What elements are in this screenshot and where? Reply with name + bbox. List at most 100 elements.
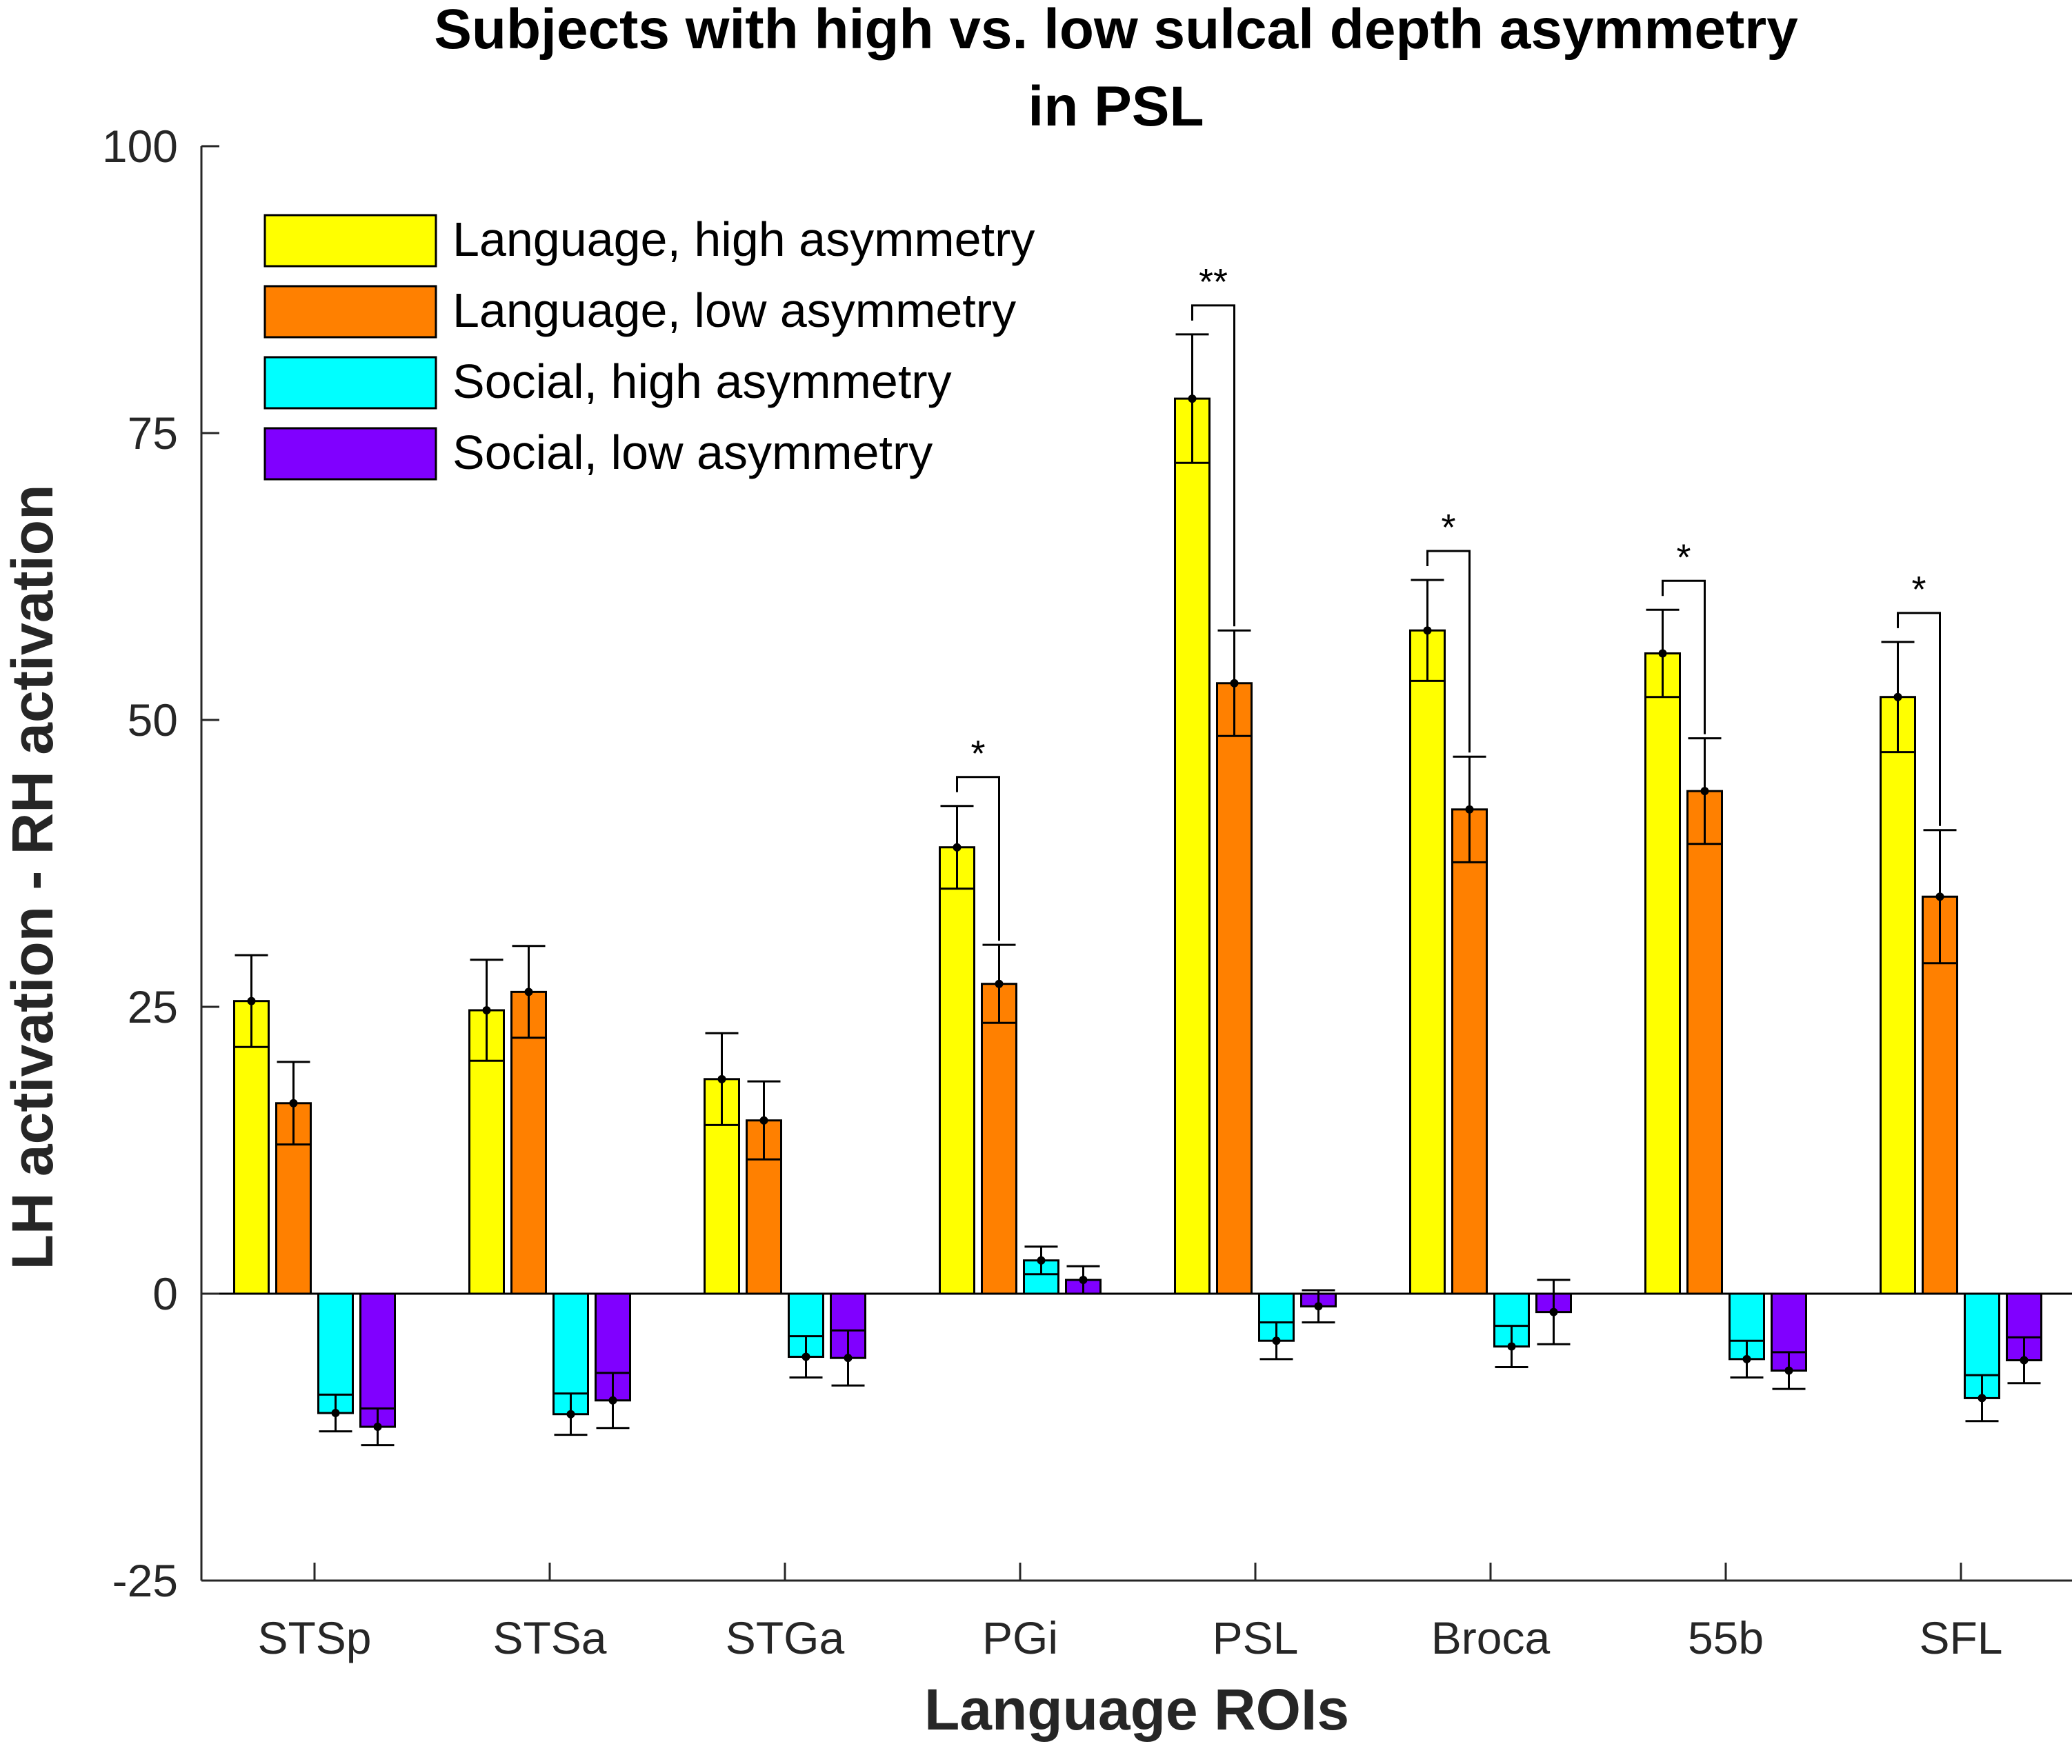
mean-dot-PSL-series-3: [1272, 1336, 1281, 1345]
mean-dot-55b-series-1: [1658, 649, 1667, 658]
bar-SFL-series-1: [1880, 696, 1916, 1295]
bar-PSL-series-2: [1216, 682, 1253, 1295]
bar-STSp-series-4: [359, 1292, 396, 1428]
y-tick-label-75: 75: [128, 408, 178, 459]
y-tick-label--25: -25: [112, 1555, 178, 1606]
significance-line-PGi: [956, 776, 1000, 941]
significance-line-SFL: [1897, 612, 1941, 826]
significance-line-Broca: [1426, 550, 1471, 753]
series-4: [359, 1265, 2042, 1447]
chart-title: Subjects with high vs. low sulcal depth …: [434, 0, 1798, 138]
mean-dot-STSa-series-4: [608, 1396, 617, 1405]
significance-bracket-PGi: *: [956, 733, 1000, 941]
y-axis-label: LH activation - RH activation: [0, 485, 65, 1270]
bar-STSp-series-1: [233, 1000, 270, 1295]
mean-dot-55b-series-4: [1784, 1366, 1793, 1375]
significance-bracket-PSL: **: [1191, 261, 1235, 627]
mean-dot-55b-series-2: [1700, 787, 1709, 796]
y-tick-label-0: 0: [152, 1268, 178, 1319]
bar-Broca-series-2: [1451, 808, 1488, 1295]
y-tick-label-50: 50: [128, 694, 178, 745]
x-tick-label-Broca: Broca: [1431, 1612, 1551, 1663]
mean-dot-STGa-series-1: [717, 1074, 726, 1083]
bar-PGi-series-1: [939, 846, 975, 1295]
mean-dot-PGi-series-3: [1037, 1256, 1046, 1265]
bar-PSL-series-1: [1174, 397, 1211, 1295]
mean-dot-PGi-series-4: [1079, 1276, 1088, 1285]
legend-label-3: Social, high asymmetry: [452, 354, 952, 408]
legend-label-1: Language, high asymmetry: [452, 212, 1035, 266]
mean-dot-SFL-series-3: [1978, 1394, 1986, 1403]
legend-swatch-4: [263, 427, 437, 481]
bar-PSL-series-3: [1258, 1292, 1295, 1342]
axes: -25 0 25 50 75 100 STSp STSa STGa PGi PSL Broca 55b S…: [102, 121, 2072, 1663]
legend-label-2: Language, low asymmetry: [452, 283, 1016, 337]
mean-dot-55b-series-3: [1742, 1354, 1751, 1363]
mean-dot-Broca-series-4: [1549, 1307, 1558, 1316]
mean-dot-STSa-series-2: [524, 988, 533, 996]
series-2: [275, 629, 1958, 1295]
legend-swatch-2: [263, 285, 437, 339]
bar-55b-series-1: [1644, 652, 1681, 1295]
plot-area: ******: [201, 261, 2072, 1447]
significance-label-55b: *: [1676, 537, 1691, 578]
mean-dot-SFL-series-1: [1893, 692, 1902, 701]
mean-dot-STSp-series-4: [373, 1423, 382, 1432]
mean-dot-PSL-series-4: [1314, 1302, 1323, 1311]
series-1: [233, 333, 1916, 1295]
y-tick-label-25: 25: [128, 981, 178, 1032]
bar-Broca-series-1: [1409, 629, 1446, 1295]
mean-dot-PGi-series-2: [995, 979, 1004, 988]
mean-dot-PSL-series-1: [1188, 394, 1197, 403]
mean-dot-STSp-series-2: [289, 1099, 298, 1107]
mean-dot-PSL-series-2: [1230, 679, 1239, 688]
significance-label-Broca: *: [1441, 507, 1455, 548]
mean-dot-Broca-series-2: [1465, 805, 1474, 814]
mean-dot-SFL-series-2: [1935, 892, 1944, 901]
x-tick-label-PSL: PSL: [1213, 1612, 1299, 1663]
mean-dot-STSp-series-3: [331, 1409, 340, 1418]
mean-dot-Broca-series-1: [1423, 626, 1432, 635]
y-tick-label-100: 100: [102, 121, 178, 172]
significance-bracket-Broca: *: [1426, 507, 1471, 753]
significance-label-SFL: *: [1911, 569, 1926, 610]
bar-PGi-series-2: [981, 983, 1017, 1295]
significance-bracket-SFL: *: [1897, 569, 1941, 826]
mean-dot-Broca-series-3: [1507, 1342, 1516, 1351]
mean-dot-STGa-series-4: [844, 1354, 853, 1363]
legend-label-4: Social, low asymmetry: [452, 425, 933, 479]
legend-item-4: Social, low asymmetry: [263, 425, 933, 481]
significance-label-PGi: *: [970, 733, 985, 774]
x-axis-label: Language ROIs: [924, 1677, 1349, 1742]
chart-title-line-1: Subjects with high vs. low sulcal depth …: [434, 0, 1798, 61]
series-3: [317, 1245, 2000, 1436]
significance-bracket-55b: *: [1662, 537, 1706, 734]
legend-item-3: Social, high asymmetry: [263, 354, 952, 410]
x-tick-label-STSa: STSa: [492, 1612, 606, 1663]
x-tick-label-SFL: SFL: [1919, 1612, 2002, 1663]
mean-dot-STGa-series-2: [759, 1116, 768, 1125]
legend-swatch-3: [263, 356, 437, 410]
x-tick-label-STSp: STSp: [257, 1612, 371, 1663]
chart-title-line-2: in PSL: [1028, 75, 1204, 138]
mean-dot-STGa-series-3: [801, 1352, 810, 1361]
mean-dot-SFL-series-4: [2020, 1356, 2029, 1365]
x-tick-label-PGi: PGi: [982, 1612, 1058, 1663]
mean-dot-STSa-series-1: [482, 1005, 491, 1014]
x-tick-label-STGa: STGa: [726, 1612, 845, 1663]
legend-item-2: Language, low asymmetry: [263, 283, 1016, 339]
significance-line-PSL: [1191, 304, 1235, 627]
significance-label-PSL: **: [1199, 261, 1228, 303]
mean-dot-STSp-series-1: [247, 996, 256, 1005]
legend-swatch-1: [263, 214, 437, 268]
legend: Language, high asymmetry Language, low as…: [263, 212, 1035, 481]
mean-dot-PGi-series-1: [953, 843, 962, 852]
bar-STSa-series-2: [510, 990, 547, 1295]
bar-STSp-series-3: [317, 1292, 354, 1414]
legend-item-1: Language, high asymmetry: [263, 212, 1035, 268]
mean-dot-STSa-series-3: [566, 1410, 575, 1419]
x-tick-label-55b: 55b: [1688, 1612, 1764, 1663]
significance-line-55b: [1662, 579, 1706, 734]
